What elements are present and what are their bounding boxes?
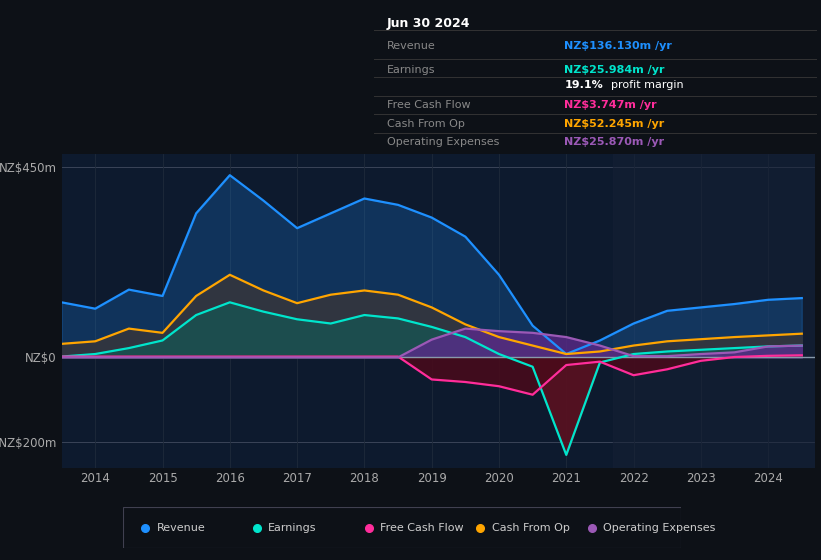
Text: Earnings: Earnings xyxy=(387,64,435,74)
Text: Operating Expenses: Operating Expenses xyxy=(387,137,499,147)
Text: NZ$25.984m /yr: NZ$25.984m /yr xyxy=(564,64,665,74)
Text: NZ$25.870m /yr: NZ$25.870m /yr xyxy=(564,137,664,147)
Text: profit margin: profit margin xyxy=(611,81,683,91)
Text: Revenue: Revenue xyxy=(157,522,205,533)
Text: Operating Expenses: Operating Expenses xyxy=(603,522,716,533)
Text: Free Cash Flow: Free Cash Flow xyxy=(380,522,464,533)
Text: Cash From Op: Cash From Op xyxy=(387,119,465,129)
Text: Jun 30 2024: Jun 30 2024 xyxy=(387,17,470,30)
Text: Cash From Op: Cash From Op xyxy=(492,522,570,533)
Text: Earnings: Earnings xyxy=(268,522,317,533)
Text: Revenue: Revenue xyxy=(387,41,436,51)
Bar xyxy=(613,154,815,468)
Text: NZ$136.130m /yr: NZ$136.130m /yr xyxy=(564,41,672,51)
Text: Free Cash Flow: Free Cash Flow xyxy=(387,100,470,110)
Text: 19.1%: 19.1% xyxy=(564,81,603,91)
FancyBboxPatch shape xyxy=(123,507,681,548)
Text: NZ$52.245m /yr: NZ$52.245m /yr xyxy=(564,119,664,129)
Text: NZ$3.747m /yr: NZ$3.747m /yr xyxy=(564,100,657,110)
